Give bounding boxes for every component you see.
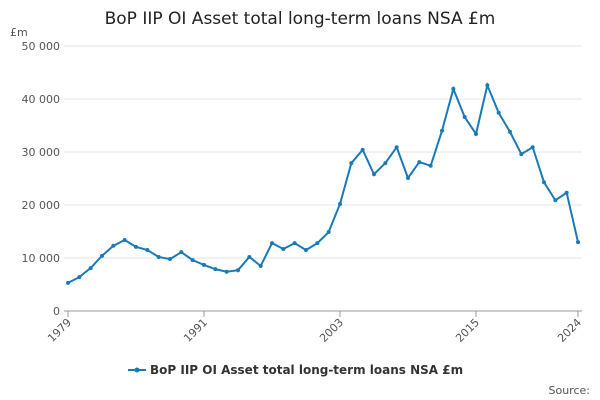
point <box>292 241 297 246</box>
source: Source: <box>549 384 591 397</box>
point <box>576 240 580 245</box>
point <box>168 257 172 262</box>
point <box>202 262 206 267</box>
point <box>122 237 127 242</box>
y-tick-label: 10 000 <box>22 252 61 265</box>
point <box>417 160 422 165</box>
x-tick-label: 1991 <box>181 316 210 345</box>
point <box>451 86 456 91</box>
x-tick-label: 1979 <box>45 316 74 345</box>
x-tick-label: 2024 <box>555 316 584 345</box>
x-tick-label: 2015 <box>453 316 482 345</box>
point <box>247 254 252 259</box>
point <box>360 147 365 152</box>
point <box>496 110 501 115</box>
point <box>372 172 376 177</box>
point <box>326 230 331 235</box>
point <box>406 175 410 180</box>
point <box>156 254 161 259</box>
y-tick-label: 20 000 <box>22 199 61 212</box>
point <box>258 263 263 268</box>
point <box>508 129 512 134</box>
point <box>474 131 478 136</box>
y-tick-label: 30 000 <box>22 146 61 159</box>
point <box>304 248 308 253</box>
point <box>236 268 240 273</box>
point <box>111 243 116 248</box>
point <box>179 250 184 255</box>
point <box>88 266 93 271</box>
point <box>338 201 342 206</box>
point <box>281 246 286 251</box>
point <box>394 145 399 150</box>
point <box>190 258 195 263</box>
line <box>67 81 579 284</box>
point <box>383 161 388 166</box>
y-tick-label: 50 000 <box>22 40 61 53</box>
legend-label: BoP IIP OI Asset total long-term loans N… <box>150 363 463 377</box>
point <box>462 115 467 120</box>
point <box>315 241 320 246</box>
point <box>440 128 444 133</box>
point <box>485 83 490 88</box>
point <box>77 275 82 280</box>
point <box>100 253 104 258</box>
point <box>542 180 546 185</box>
point <box>553 198 558 203</box>
point <box>530 145 535 150</box>
y-tick-label: 0 <box>53 305 60 318</box>
point <box>213 267 218 272</box>
point <box>66 280 70 285</box>
point <box>564 190 569 195</box>
y-tick-label: 40 000 <box>22 93 61 106</box>
point <box>145 248 150 253</box>
point <box>428 163 433 168</box>
legend-swatch <box>134 367 140 373</box>
point <box>224 269 229 274</box>
x-tick-label: 2003 <box>317 316 346 345</box>
point <box>270 241 274 246</box>
y-unit: £m <box>10 26 28 39</box>
point <box>349 161 354 166</box>
chart-title: BoP IIP OI Asset total long-term loans N… <box>105 9 496 29</box>
point <box>519 152 524 157</box>
point <box>134 244 138 249</box>
